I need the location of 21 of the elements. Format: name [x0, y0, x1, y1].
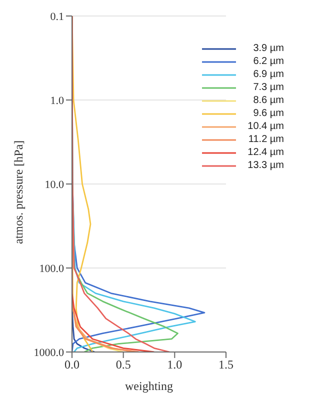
x-tick-label: 0.0 [64, 358, 80, 372]
y-tick-label: 100.0 [39, 262, 64, 275]
x-tick-label: 1.0 [167, 358, 182, 372]
y-tick-label: 1000.0 [34, 346, 64, 359]
legend-label: 11.2 µm [247, 133, 284, 146]
x-tick-label: 1.5 [218, 358, 234, 372]
legend-label: 10.4 µm [246, 120, 284, 133]
legend-label: 9.6 µm [252, 107, 284, 120]
legend-label: 7.3 µm [252, 81, 284, 94]
y-tick-label: 1.0 [50, 94, 64, 107]
legend-label: 8.6 µm [252, 94, 284, 107]
legend-label: 13.3 µm [246, 159, 284, 172]
y-axis-title: atmos. pressure [hPa] [11, 140, 26, 244]
legend-label: 12.4 µm [246, 146, 284, 159]
x-tick-label: 0.5 [116, 358, 131, 372]
legend-label: 3.9 µm [252, 42, 284, 55]
legend-label: 6.9 µm [252, 68, 284, 81]
x-axis-title: weighting [125, 379, 173, 393]
y-tick-label: 0.1 [50, 10, 64, 23]
y-tick-label: 10.0 [44, 178, 64, 191]
legend-label: 6.2 µm [252, 55, 284, 68]
